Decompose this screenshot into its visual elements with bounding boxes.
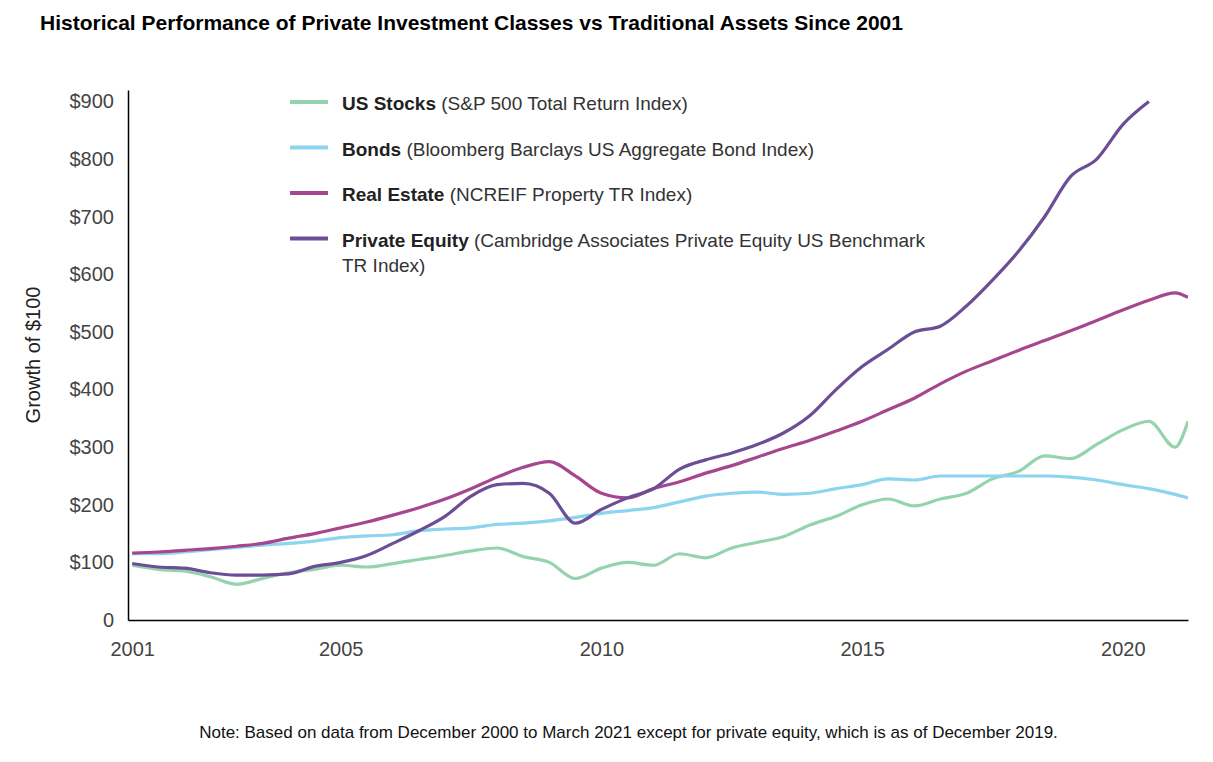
series-line: [132, 421, 1188, 584]
lines: [132, 102, 1188, 585]
y-tick-label: $500: [70, 321, 115, 343]
y-tick: $600: [70, 263, 129, 285]
y-tick-label: $100: [70, 551, 115, 573]
y-axis-title: Growth of $100: [22, 287, 44, 424]
x-tick-label: 2020: [1101, 638, 1146, 660]
y-tick-label: $200: [70, 494, 115, 516]
y-tick: $300: [70, 436, 129, 458]
x-tick: 2020: [1101, 620, 1146, 660]
y-tick: $500: [70, 321, 129, 343]
y-tick-label: $300: [70, 436, 115, 458]
legend-swatch: [290, 237, 328, 241]
x-tick-label: 2015: [840, 638, 885, 660]
x-tick: 2010: [580, 620, 625, 660]
y-tick: $400: [70, 378, 129, 400]
series-line: [132, 102, 1149, 576]
y-tick-label: $900: [70, 90, 115, 112]
chart: Historical Performance of Private Invest…: [0, 0, 1213, 762]
y-axis-line: [128, 91, 130, 621]
x-tick-label: 2001: [110, 638, 155, 660]
x-tick: 2015: [840, 620, 885, 660]
y-tick-label: 0: [103, 609, 114, 631]
y-tick: $700: [70, 206, 129, 228]
x-tick-label: 2010: [580, 638, 625, 660]
legend-swatch: [290, 100, 328, 104]
plot: 0 $100 $200 $300 $400 $500 $600 $700 $800 $900 200…: [70, 90, 1189, 660]
x-tick-label: 2005: [319, 638, 364, 660]
y-tick-label: $800: [70, 148, 115, 170]
y-tick-label: $700: [70, 206, 115, 228]
y-tick: $100: [70, 551, 129, 573]
y-tick: $800: [70, 148, 129, 170]
y-tick-label: $600: [70, 263, 115, 285]
x-tick: 2005: [319, 620, 364, 660]
y-tick: $900: [70, 90, 129, 112]
y-axis: 0 $100 $200 $300 $400 $500 $600 $700 $800 $900: [70, 90, 129, 630]
legend: US Stocks (S&P 500 Total Return Index) Bo…: [290, 93, 925, 276]
legend-label: Bonds (Bloomberg Barclays US Aggregate B…: [342, 139, 814, 160]
x-axis: 2001 2005 2010 2015 2020: [110, 620, 1188, 660]
x-axis-line: [129, 620, 1189, 622]
y-tick: 0: [103, 609, 128, 631]
series-line: [132, 293, 1188, 553]
legend-swatch: [290, 146, 328, 150]
note: Note: Based on data from December 2000 t…: [199, 723, 1058, 742]
legend-label: Real Estate (NCREIF Property TR Index): [342, 184, 692, 205]
legend-label: US Stocks (S&P 500 Total Return Index): [342, 93, 688, 114]
legend-label: Private Equity (Cambridge Associates Pri…: [342, 230, 925, 277]
y-tick-label: $400: [70, 378, 115, 400]
y-tick: $200: [70, 494, 129, 516]
legend-swatch: [290, 191, 328, 195]
x-tick: 2001: [110, 620, 155, 660]
title: Historical Performance of Private Invest…: [40, 11, 903, 34]
